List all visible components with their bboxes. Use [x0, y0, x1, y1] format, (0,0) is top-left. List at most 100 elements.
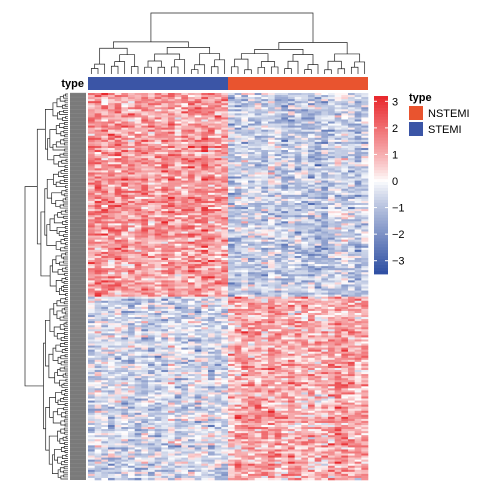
heatmap-cell: [188, 284, 195, 287]
heatmap-cell: [248, 174, 255, 177]
heatmap-cell: [174, 99, 182, 102]
heatmap-cell: [134, 194, 142, 198]
heatmap-cell: [208, 251, 215, 255]
heatmap-cell: [94, 209, 102, 212]
heatmap-cell: [188, 243, 195, 247]
heatmap-cell: [134, 164, 142, 167]
heatmap-cell: [288, 150, 295, 153]
heatmap-cell: [128, 133, 135, 137]
heatmap-cell: [208, 300, 215, 304]
heatmap-cell: [294, 194, 302, 198]
heatmap-cell: [341, 93, 349, 96]
heatmap-cell: [201, 276, 209, 279]
heatmap-cell: [241, 125, 249, 128]
heatmap-cell: [274, 249, 282, 253]
heatmap-cell: [174, 270, 182, 273]
heatmap-cell: [248, 282, 255, 285]
heatmap-cell: [288, 272, 295, 275]
heatmap-cell: [354, 182, 362, 185]
heatmap-cell: [254, 245, 262, 249]
heatmap-cell: [348, 276, 355, 279]
heatmap-cell: [241, 276, 249, 279]
heatmap-cell: [261, 247, 269, 251]
heatmap-cell: [121, 196, 129, 200]
heatmap-cell: [221, 211, 229, 214]
heatmap-cell: [281, 317, 289, 320]
heatmap-cell: [128, 253, 135, 257]
heatmap-cell: [188, 147, 195, 151]
heatmap-cell: [161, 131, 169, 135]
heatmap-cell: [214, 294, 222, 297]
heatmap-cell: [121, 229, 129, 232]
heatmap-cell: [354, 101, 362, 104]
heatmap-cell: [228, 300, 235, 304]
heatmap-cell: [174, 111, 182, 114]
heatmap-cell: [341, 302, 349, 306]
annotation-segment-stemi: [88, 77, 228, 90]
dendrogram-branch: [190, 69, 199, 74]
heatmap-cell: [254, 145, 262, 149]
heatmap-cell: [88, 172, 95, 175]
heatmap-cell: [248, 133, 255, 137]
heatmap-cell: [308, 286, 315, 289]
heatmap-cell: [314, 315, 322, 318]
heatmap-cell: [274, 231, 282, 234]
heatmap-cell: [308, 312, 315, 316]
heatmap-cell: [201, 308, 209, 312]
heatmap-cell: [161, 231, 169, 234]
heatmap-cell: [354, 245, 362, 249]
heatmap-cell: [341, 308, 349, 312]
heatmap-cell: [348, 213, 355, 216]
heatmap-cell: [261, 123, 269, 126]
heatmap-cell: [268, 152, 275, 155]
heatmap-cell: [114, 115, 122, 118]
heatmap-cell: [201, 121, 209, 124]
heatmap-cell: [301, 264, 309, 267]
heatmap-cell: [161, 200, 169, 204]
heatmap-cell: [288, 304, 295, 308]
dendrogram-branch: [324, 69, 332, 74]
heatmap-cell: [114, 97, 122, 100]
heatmap-cell: [341, 115, 349, 118]
annotation-title: type: [61, 78, 84, 90]
heatmap-cell: [168, 278, 175, 281]
heatmap-cell: [201, 310, 209, 314]
heatmap-cell: [341, 196, 349, 200]
dendrogram-branch: [57, 399, 66, 405]
heatmap-cell: [248, 99, 255, 102]
heatmap-cell: [114, 200, 122, 204]
heatmap-cell: [141, 211, 149, 214]
heatmap-cell: [88, 278, 95, 281]
heatmap-cell: [214, 292, 222, 295]
heatmap-cell: [294, 131, 302, 135]
heatmap-cell: [288, 190, 295, 194]
heatmap-cell: [248, 184, 255, 187]
heatmap-cell: [88, 227, 95, 230]
heatmap-cell: [281, 166, 289, 169]
heatmap-cell: [114, 274, 122, 277]
heatmap-cell: [268, 190, 275, 194]
heatmap-cell: [261, 280, 269, 283]
heatmap-cell: [328, 310, 335, 314]
dendrogram-branch: [63, 360, 68, 364]
heatmap-cell: [288, 294, 295, 297]
heatmap-cell: [101, 215, 109, 218]
heatmap-cell: [168, 184, 175, 187]
heatmap-cell: [301, 158, 309, 161]
heatmap-cell: [288, 202, 295, 206]
heatmap-cell: [128, 288, 135, 291]
heatmap-cell: [221, 304, 229, 308]
dendrogram-branch: [64, 450, 68, 453]
heatmap-cell: [221, 184, 229, 187]
heatmap-cell: [261, 308, 269, 312]
heatmap-cell: [361, 131, 369, 135]
heatmap-cell: [241, 302, 249, 306]
heatmap-cell: [328, 209, 335, 212]
heatmap-cell: [354, 158, 362, 161]
heatmap-cell: [208, 219, 215, 222]
heatmap-cell: [354, 200, 362, 204]
heatmap-cell: [334, 302, 342, 306]
heatmap-cell: [128, 200, 135, 204]
heatmap-cell: [134, 227, 142, 230]
heatmap-cell: [168, 260, 175, 263]
